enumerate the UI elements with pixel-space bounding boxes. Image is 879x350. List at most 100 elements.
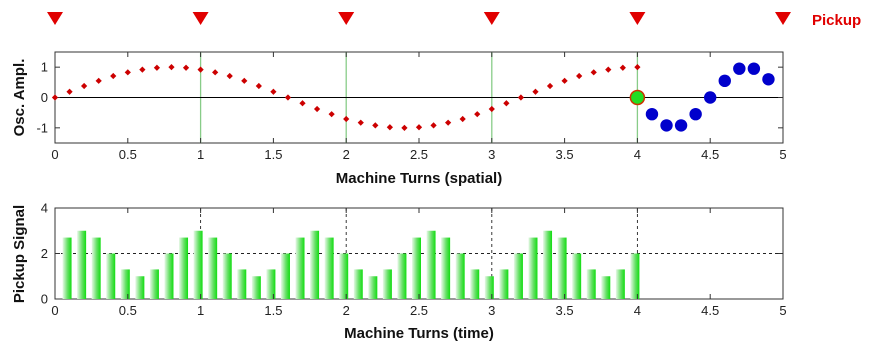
- top-red-point-6: [139, 66, 146, 73]
- top-xtick-label-5: 2.5: [410, 147, 428, 162]
- top-red-point-7: [153, 64, 161, 71]
- bottom-bar-4: [120, 269, 130, 299]
- top-xtick-label-4: 2: [343, 147, 350, 162]
- bottom-bar-5: [135, 276, 145, 299]
- top-xtick-label-0: 0: [51, 147, 58, 162]
- bottom-xtick-label-6: 3: [488, 303, 495, 318]
- oscillation-plot: 0 0.5 1 1.5 2 2.5 3 3.5 4 4.5 5-101 Machine Turns …: [11, 51, 787, 187]
- top-red-point-12: [226, 72, 233, 80]
- bottom-xtick-label-2: 1: [197, 303, 204, 318]
- bottom-bar-7: [164, 253, 174, 299]
- pickup-marker-4: [629, 12, 646, 25]
- top-xtick-label-1: 0.5: [119, 147, 137, 162]
- bottom-bar-32: [528, 237, 538, 299]
- pickup-marker-2: [338, 12, 355, 25]
- bottom-bar-36: [586, 269, 596, 299]
- bottom-bar-25: [426, 230, 436, 299]
- bottom-bar-21: [368, 276, 378, 299]
- top-red-point-0: [51, 94, 59, 101]
- pickup-marker-1: [192, 12, 209, 25]
- bottom-xtick-label-9: 4.5: [701, 303, 719, 318]
- bottom-bar-33: [543, 230, 553, 299]
- top-y-axis-label: Osc. Ampl.: [11, 59, 28, 137]
- top-xtick-label-10: 5: [779, 147, 786, 162]
- top-blue-point-0: [645, 107, 659, 121]
- top-xtick-label-6: 3: [488, 147, 495, 162]
- bottom-bar-31: [513, 253, 523, 299]
- bottom-bar-29: [484, 276, 494, 299]
- top-xtick-label-9: 4.5: [701, 147, 719, 162]
- bottom-bar-10: [208, 237, 218, 299]
- top-red-point-4: [110, 72, 117, 80]
- bottom-bar-19: [339, 253, 349, 299]
- top-ticks: 0 0.5 1 1.5 2 2.5 3 3.5 4 4.5 5-101: [36, 52, 787, 162]
- bottom-xtick-label-0: 0: [51, 303, 58, 318]
- bottom-bars: [62, 230, 640, 299]
- bottom-bar-27: [455, 253, 465, 299]
- bottom-bar-37: [601, 276, 611, 299]
- pickup-marker-5: [775, 12, 791, 25]
- bottom-bar-17: [310, 230, 320, 299]
- top-red-point-34: [546, 82, 554, 90]
- top-xtick-label-7: 3.5: [556, 147, 574, 162]
- top-ytick-label-1: 0: [41, 90, 48, 105]
- bottom-xtick-label-10: 5: [779, 303, 786, 318]
- top-xtick-label-2: 1: [197, 147, 204, 162]
- bottom-bar-3: [106, 253, 116, 299]
- bottom-bar-20: [353, 269, 363, 299]
- bottom-ytick-label-0: 0: [41, 292, 48, 307]
- bottom-bar-12: [237, 269, 247, 299]
- bottom-xtick-label-5: 2.5: [410, 303, 428, 318]
- bottom-x-axis-label: Machine Turns (time): [344, 325, 494, 342]
- top-green-point-0: [629, 89, 646, 106]
- bottom-bar-0: [62, 237, 72, 299]
- top-blue-point-6: [733, 62, 746, 75]
- bottom-xtick-label-3: 1.5: [264, 303, 282, 318]
- pickup-signal-plot: 0 0.5 1 1.5 2 2.5 3 3.5 4 4.5 5 0 2 4 Machine Turns (…: [11, 201, 787, 343]
- top-red-point-3: [95, 77, 102, 84]
- bottom-bar-18: [324, 237, 334, 299]
- bottom-bar-35: [572, 253, 582, 299]
- top-red-point-33: [532, 88, 539, 95]
- top-x-axis-label: Machine Turns (spatial): [336, 170, 502, 187]
- top-blue-point-3: [689, 107, 702, 121]
- top-ytick-label-2: 1: [41, 60, 48, 75]
- top-blue-point-1: [660, 119, 673, 132]
- bottom-grid: [55, 208, 783, 299]
- bottom-ticks: 0 0.5 1 1.5 2 2.5 3 3.5 4 4.5 5 0 2 4: [41, 201, 787, 319]
- bottom-y-axis-label: Pickup Signal: [11, 205, 28, 303]
- bottom-bar-38: [615, 269, 625, 299]
- bottom-bar-13: [251, 276, 261, 299]
- top-red-point-10: [197, 66, 204, 73]
- pickup-marker-0: [47, 12, 63, 25]
- bottom-bar-23: [397, 253, 407, 299]
- bottom-xtick-label-1: 0.5: [119, 303, 137, 318]
- bottom-bar-14: [266, 269, 276, 299]
- top-blue-point-5: [718, 74, 731, 88]
- pickup-label: Pickup: [812, 12, 861, 29]
- bottom-bar-26: [441, 237, 451, 299]
- top-xtick-label-8: 4: [634, 147, 641, 162]
- top-red-point-5: [124, 69, 131, 76]
- bottom-bar-28: [470, 269, 480, 299]
- bottom-bar-11: [222, 253, 232, 299]
- bottom-bar-34: [557, 237, 567, 299]
- bottom-xtick-label-7: 3.5: [556, 303, 574, 318]
- top-red-point-13: [241, 77, 248, 84]
- top-blue-point-7: [747, 62, 761, 75]
- bottom-bar-6: [149, 269, 159, 299]
- top-red-point-35: [561, 77, 568, 84]
- top-red-point-9: [182, 64, 190, 71]
- top-xtick-label-3: 1.5: [264, 147, 282, 162]
- top-blue-point-2: [674, 119, 688, 132]
- top-red-point-8: [168, 64, 175, 71]
- bottom-bar-30: [499, 269, 509, 299]
- bottom-bar-1: [77, 230, 87, 299]
- top-red-point-1: [66, 88, 73, 95]
- bottom-bar-15: [280, 253, 290, 299]
- bottom-bar-9: [193, 230, 203, 299]
- bottom-bar-2: [91, 237, 101, 299]
- bottom-xtick-label-4: 2: [343, 303, 350, 318]
- bottom-bar-22: [382, 269, 392, 299]
